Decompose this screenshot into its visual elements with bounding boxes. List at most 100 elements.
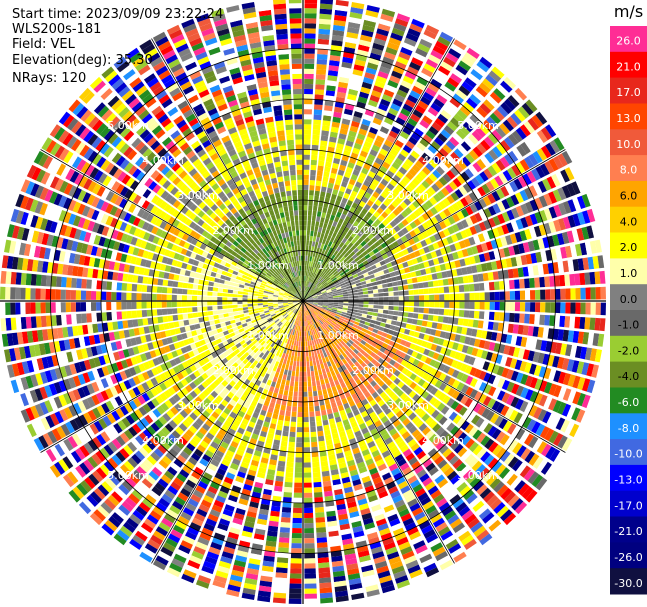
radar-gate <box>542 327 549 339</box>
radar-gate <box>500 236 508 247</box>
radar-gate <box>321 130 329 137</box>
radar-gate <box>450 166 460 177</box>
radar-gate <box>315 410 321 417</box>
radar-gate <box>341 311 347 315</box>
radar-gate <box>340 213 347 220</box>
radar-gate <box>499 280 505 290</box>
radar-gate <box>315 257 320 264</box>
radar-gate <box>314 241 319 248</box>
radar-gate <box>312 303 318 306</box>
radar-gate <box>435 166 445 176</box>
radar-gate <box>321 368 326 375</box>
radar-gate <box>569 316 576 329</box>
radar-gate <box>515 127 527 140</box>
radar-gate <box>324 197 330 204</box>
radar-gate <box>319 18 332 25</box>
radar-gate <box>577 258 585 271</box>
radar-gate <box>341 197 348 204</box>
radar-gate <box>405 140 415 150</box>
radar-gate <box>305 336 307 342</box>
radar-gate <box>312 456 320 463</box>
radar-gate <box>402 346 409 354</box>
radar-gate <box>357 271 363 277</box>
radar-gate <box>327 182 334 189</box>
radar-gate <box>325 403 332 410</box>
radar-gate <box>323 485 332 492</box>
radar-gate <box>517 324 524 335</box>
radar-gate <box>323 244 328 251</box>
radar-gate <box>314 195 319 202</box>
radar-gate <box>317 305 323 309</box>
radar-gate <box>427 144 438 154</box>
radar-gate <box>328 141 336 148</box>
radar-gate <box>315 415 322 422</box>
radar-gate <box>343 278 349 283</box>
radar-gate <box>572 213 581 227</box>
radar-gate <box>297 406 303 413</box>
radar-gate <box>337 190 345 198</box>
radar-gate <box>505 258 513 268</box>
radar-gate <box>564 421 575 435</box>
radar-gate <box>369 183 377 191</box>
radar-gate <box>534 392 543 405</box>
radar-gate <box>404 329 411 335</box>
radar-gate <box>366 348 373 355</box>
radar-gate <box>544 276 550 287</box>
radar-gate <box>286 461 294 468</box>
radar-gate <box>335 258 340 264</box>
radar-gate <box>283 420 290 427</box>
radar-gate <box>315 268 319 274</box>
radar-gate <box>353 301 359 304</box>
radar-gate <box>536 130 548 143</box>
radar-gate <box>317 293 323 297</box>
radar-gate <box>407 194 416 203</box>
radar-gate <box>329 136 337 143</box>
radar-gate <box>348 16 362 25</box>
radar-gate <box>281 512 291 518</box>
radar-gate <box>323 256 328 262</box>
radar-gate <box>404 387 413 396</box>
radar-gate <box>476 143 487 154</box>
radar-gate <box>411 177 421 187</box>
radar-gate <box>370 278 377 283</box>
radar-gate <box>315 236 320 243</box>
radar-gate <box>313 205 318 212</box>
radar-gate <box>324 378 330 384</box>
radar-gate <box>527 117 540 131</box>
radar-gate <box>342 176 350 183</box>
radar-gate <box>310 251 314 257</box>
radar-gate <box>527 350 535 362</box>
radar-gate <box>276 562 288 569</box>
radar-gate <box>317 296 323 299</box>
radar-gate <box>561 403 572 417</box>
radar-gate <box>394 139 404 148</box>
radar-gate <box>513 244 521 255</box>
radar-gate <box>506 196 515 208</box>
radar-gate <box>388 203 396 212</box>
radar-gate <box>360 233 367 240</box>
radar-gate <box>373 354 381 361</box>
radar-gate <box>401 227 409 235</box>
radar-gate <box>307 302 313 305</box>
radar-gate <box>358 298 364 301</box>
radar-gate <box>421 320 428 327</box>
radar-gate <box>282 374 287 380</box>
radar-gate <box>537 409 547 422</box>
radar-gate <box>381 143 391 152</box>
radar-gate <box>504 183 514 195</box>
radar-gate <box>381 318 387 323</box>
radar-gate <box>557 233 565 246</box>
radar-gate <box>402 42 415 52</box>
radar-gate <box>352 147 361 155</box>
radar-gate <box>330 321 336 327</box>
radar-gate <box>303 179 309 185</box>
radar-gate <box>329 55 341 62</box>
radar-gate <box>396 205 404 213</box>
radar-gate <box>348 195 356 202</box>
radar-gate <box>306 294 312 298</box>
radar-gate <box>289 573 302 579</box>
radar-gate <box>377 23 391 32</box>
radar-gate <box>566 359 575 372</box>
radar-gate <box>589 348 597 362</box>
radar-gate <box>374 80 386 89</box>
